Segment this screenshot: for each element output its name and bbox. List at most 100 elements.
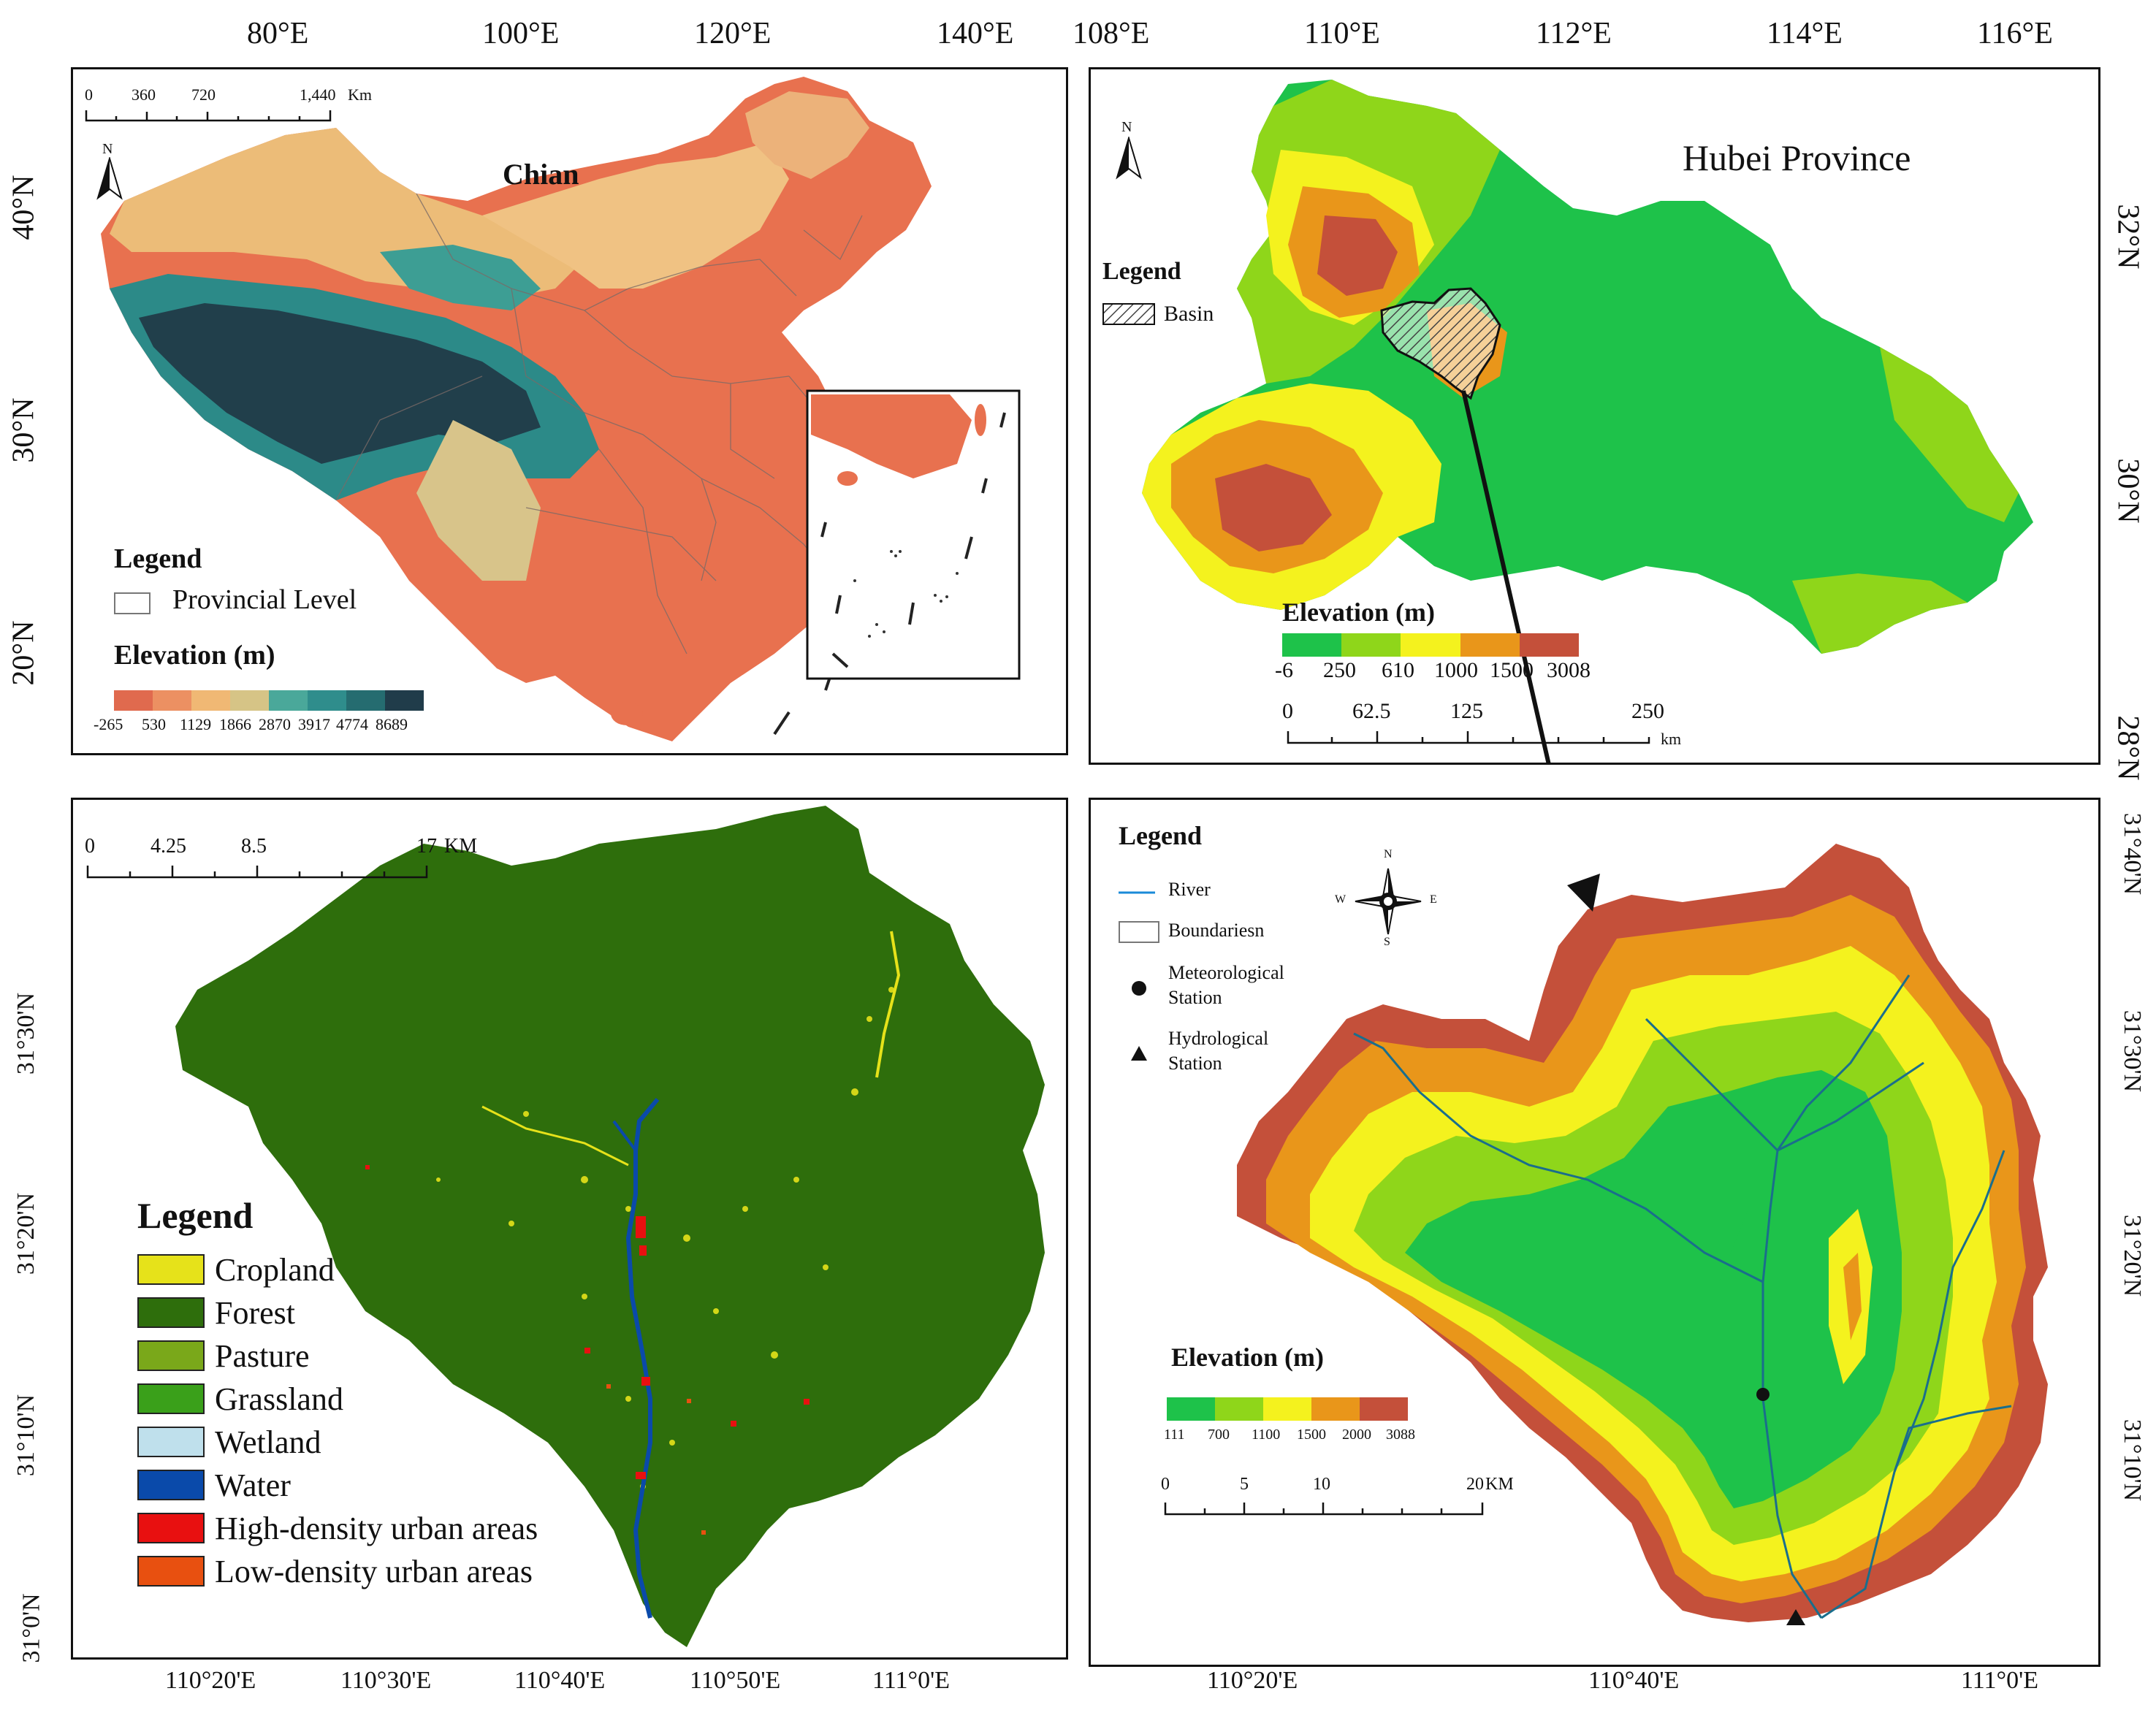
meteorological-station-icon (1132, 981, 1146, 996)
hubei-scale-label: 62.5 (1352, 699, 1391, 723)
landuse-class-label: High-density urban areas (215, 1510, 538, 1546)
landuse-lat-label: 31°20'N (12, 1192, 40, 1275)
china-lon-label: 120°E (694, 17, 772, 50)
china-scale-label: 720 (191, 85, 216, 104)
china-elevation-value: 4774 (336, 715, 368, 733)
china-scale-label: 0 (85, 85, 93, 104)
china-scale-unit: Km (348, 85, 372, 104)
landuse-scale-unit: KM (444, 835, 478, 858)
landuse-class-label: Cropland (215, 1251, 335, 1288)
north-arrow-icon (1116, 137, 1142, 180)
elevation-swatch (385, 690, 424, 711)
basin-legend-item: Hydrological (1168, 1028, 1269, 1049)
elevation-swatch (153, 690, 191, 711)
china-lat-label: 30°N (7, 397, 41, 463)
china-elevation-value: 1129 (180, 715, 212, 733)
basin-elevation-map (1237, 844, 2048, 1625)
basin-legend-item: Station (1168, 987, 1222, 1008)
elevation-swatch (1460, 633, 1520, 657)
elevation-swatch (308, 690, 346, 711)
basin-elevation-value: 1100 (1252, 1427, 1281, 1443)
river-line-icon (1119, 891, 1155, 894)
hubei-lon-label: 108°E (1073, 17, 1150, 50)
basin-scale-label: 10 (1313, 1475, 1330, 1494)
landuse-scale-label: 17 (416, 835, 437, 858)
landuse-scale-label: 0 (85, 835, 95, 858)
elevation-swatch (1215, 1397, 1263, 1421)
hubei-lon-label: 110°E (1304, 17, 1380, 50)
basin-lat-label: 31°10'N (2119, 1419, 2147, 1502)
china-elevation-ramp (114, 690, 424, 711)
china-scale-label: 360 (132, 85, 156, 104)
hubei-north-label: N (1121, 119, 1132, 135)
china-lat-label: 20°N (7, 620, 41, 686)
basin-lat-label: 31°20'N (2119, 1214, 2147, 1297)
china-elevation-value: 530 (142, 715, 166, 733)
landuse-lat-label: 31°0'N (18, 1593, 45, 1663)
hubei-lon-label: 114°E (1767, 17, 1843, 50)
hubei-map-panel: Hubei Province N Legend Basin Elevation … (1089, 67, 2100, 765)
basin-map-panel: Legend N S E W River Boundariesn Meteoro… (1089, 798, 2100, 1667)
compass-w: W (1335, 893, 1346, 906)
landuse-legend-item: Water (137, 1467, 291, 1503)
basin-scale-label: 0 (1161, 1475, 1170, 1494)
hubei-scale-label: 250 (1631, 699, 1664, 723)
hubei-elevation-map (1142, 80, 2033, 763)
hubei-elevation-ramp (1282, 633, 1580, 657)
hubei-scale-label: 0 (1282, 699, 1293, 723)
elevation-swatch (1167, 1397, 1215, 1421)
hubei-scale-unit: km (1661, 730, 1682, 748)
china-map-panel: 0 360 720 1,440 Km N Chian Legend Provin… (71, 67, 1068, 755)
landuse-lon-label: 110°20'E (165, 1667, 256, 1694)
landuse-swatch (137, 1254, 205, 1285)
hubei-elevation-value: 1500 (1490, 658, 1534, 682)
compass-e: E (1430, 893, 1437, 906)
china-elevation-value: 3917 (298, 715, 330, 733)
hubei-elevation-value: 1000 (1434, 658, 1478, 682)
compass-rose-icon (1355, 868, 1422, 935)
basin-elevation-value: 3088 (1386, 1427, 1415, 1443)
landuse-swatch (137, 1427, 205, 1457)
landuse-map (175, 806, 1045, 1647)
basin-elevation-value: 700 (1208, 1427, 1230, 1443)
hubei-elevation-value: 610 (1382, 658, 1414, 682)
elevation-swatch (1341, 633, 1401, 657)
elevation-swatch (1519, 633, 1580, 657)
north-arrow-icon (96, 157, 123, 200)
landuse-scale-bar (86, 866, 428, 879)
landuse-swatch (137, 1470, 205, 1500)
landuse-map-panel: 0 4.25 8.5 17 KM Legend Cropland Forest Pa… (71, 798, 1068, 1660)
basin-elevation-value: 111 (1164, 1427, 1185, 1443)
basin-legend-title: Legend (1119, 821, 1203, 850)
province-swatch (114, 592, 151, 614)
basin-legend-item: Station (1168, 1053, 1222, 1074)
china-lon-label: 140°E (937, 17, 1014, 50)
basin-elevation-value: 1500 (1297, 1427, 1326, 1443)
landuse-legend-item: Grassland (137, 1381, 343, 1417)
china-lat-label: 40°N (7, 175, 41, 240)
hubei-lat-label: 30°N (2111, 458, 2145, 524)
basin-legend-item: River (1168, 879, 1211, 900)
hubei-map-title: Hubei Province (1683, 137, 1911, 178)
china-map-title: Chian (503, 158, 579, 191)
elevation-swatch (346, 690, 385, 711)
basin-scale-label: 5 (1240, 1475, 1249, 1494)
china-scale-label: 1,440 (300, 85, 336, 104)
elevation-swatch (1282, 633, 1342, 657)
china-elevation-value: 2870 (259, 715, 291, 733)
landuse-swatch (137, 1383, 205, 1414)
elevation-swatch (1360, 1397, 1408, 1421)
china-legend-title: Legend (114, 543, 202, 574)
landuse-class-label: Low-density urban areas (215, 1553, 533, 1589)
hydrological-station-icon (1131, 1046, 1147, 1061)
basin-lat-label: 31°40'N (2119, 812, 2147, 896)
china-scale-bar (85, 110, 332, 122)
china-elevation-title: Elevation (m) (114, 640, 275, 671)
landuse-class-label: Forest (215, 1294, 295, 1331)
basin-scale-label: 20 (1466, 1475, 1484, 1494)
landuse-lat-label: 31°10'N (12, 1394, 40, 1477)
landuse-swatch (137, 1297, 205, 1328)
landuse-lon-label: 111°0'E (872, 1667, 950, 1694)
china-lon-label: 80°E (247, 17, 309, 50)
hubei-elevation-value: 3008 (1547, 658, 1591, 682)
